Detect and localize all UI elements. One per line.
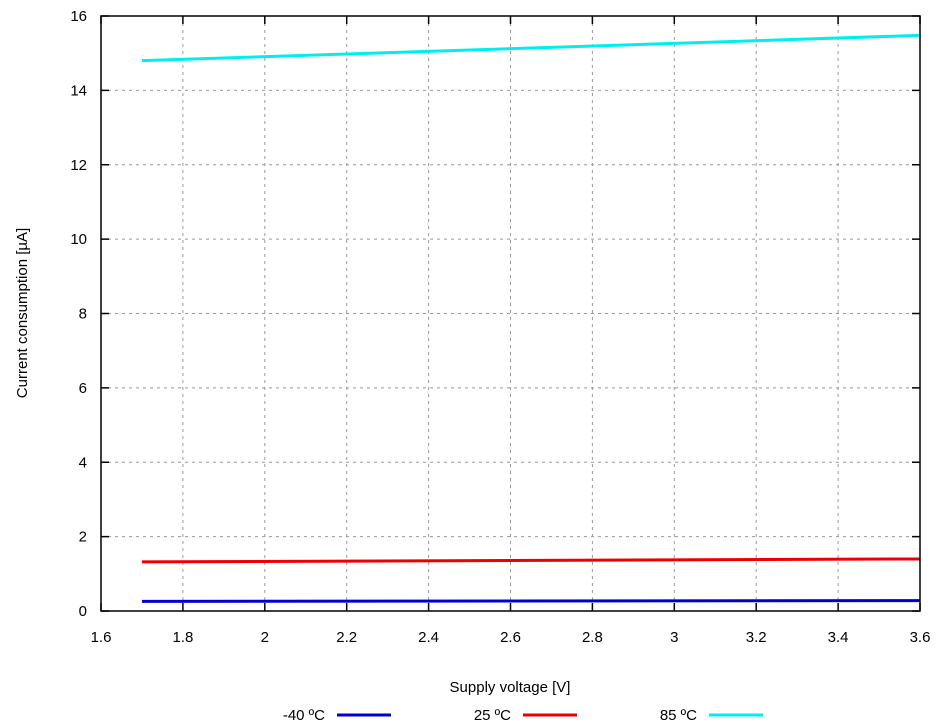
x-tick-label: 1.8 (172, 629, 193, 646)
legend: -40 ºC 25 ºC 85 ºC (283, 707, 763, 724)
y-tick-label: 8 (79, 306, 87, 323)
x-tick-label: 2.8 (582, 629, 603, 646)
x-axis-label: Supply voltage [V] (450, 679, 571, 696)
series-line-0 (141, 599, 921, 603)
legend-label: -40 ºC (283, 707, 325, 724)
axis-ticks (100, 15, 921, 612)
x-tick-label: 3.4 (828, 629, 849, 646)
y-tick-label: 6 (79, 380, 87, 397)
series-line-2 (141, 33, 921, 63)
x-tick-labels: 1.6 1.8 2 2.2 2.4 2.6 2.8 3 3.2 3.4 3.6 (91, 629, 931, 646)
y-axis-label: Current consumption [µA] (14, 228, 31, 398)
x-tick-label: 2 (261, 629, 269, 646)
series-line-1 (141, 557, 921, 564)
x-tick-label: 2.4 (418, 629, 439, 646)
x-tick-label: 3.2 (746, 629, 767, 646)
y-tick-label: 4 (79, 454, 87, 471)
legend-label: 25 ºC (474, 707, 511, 724)
y-tick-label: 0 (79, 603, 87, 620)
x-tick-label: 3 (670, 629, 678, 646)
x-tick-label: 3.6 (910, 629, 931, 646)
grid-lines (101, 16, 920, 611)
y-tick-labels: 0 2 4 6 8 10 12 14 16 (70, 8, 87, 620)
series-layer (141, 33, 921, 603)
x-tick-label: 2.2 (336, 629, 357, 646)
x-tick-label: 1.6 (91, 629, 112, 646)
y-tick-label: 10 (70, 231, 87, 248)
legend-label: 85 ºC (660, 707, 697, 724)
x-tick-label: 2.6 (500, 629, 521, 646)
y-tick-label: 2 (79, 529, 87, 546)
y-tick-label: 16 (70, 8, 87, 25)
y-tick-label: 14 (70, 82, 87, 99)
y-tick-label: 12 (70, 157, 87, 174)
